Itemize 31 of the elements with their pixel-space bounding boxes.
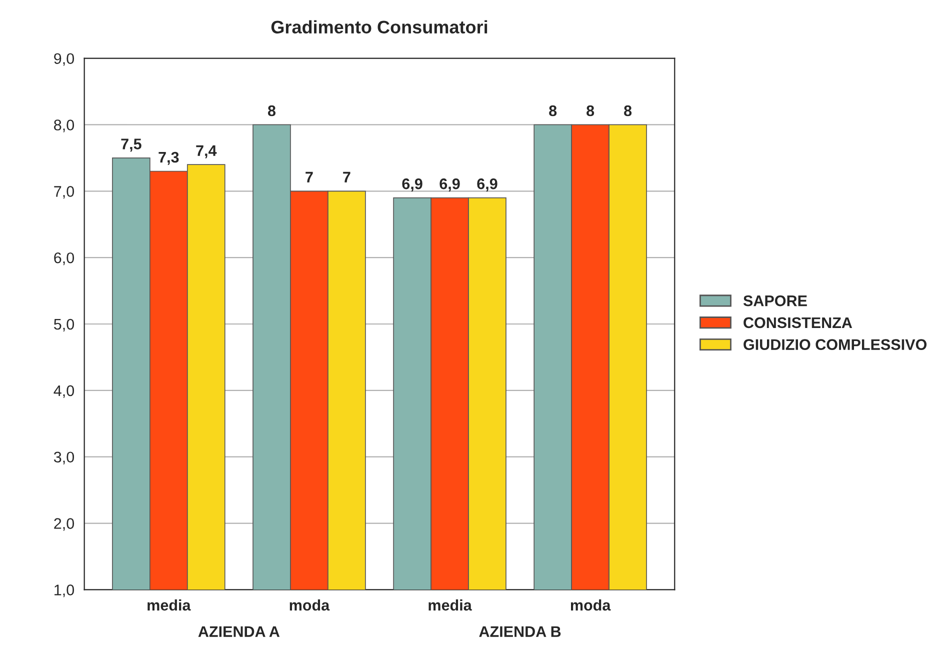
y-tick-label: 3,0	[54, 452, 74, 464]
data-label: 7	[343, 172, 350, 182]
data-label: 8	[268, 105, 276, 116]
y-tick-label: 4,0	[54, 385, 74, 398]
data-label: 7,4	[196, 145, 217, 158]
data-label: 6,9	[402, 178, 422, 192]
y-tick-label: 1,0	[54, 584, 74, 598]
legend-label: CONSISTENZA	[744, 317, 852, 328]
x-tick-label: moda	[570, 599, 611, 611]
x-tick-label: moda	[290, 599, 330, 611]
y-tick-label: 6,0	[54, 252, 74, 266]
legend-label: SAPORE	[743, 295, 807, 306]
data-label: 8	[624, 105, 632, 116]
y-tick-label: 7,0	[54, 186, 74, 199]
data-label: 7	[306, 172, 313, 182]
legend-label: GIUDIZIO COMPLESSIVO	[744, 339, 927, 350]
data-label: 7,5	[121, 138, 142, 152]
data-label: 6,9	[440, 178, 460, 192]
text: AZIENDA B	[479, 626, 561, 637]
text: AZIENDA A	[198, 626, 280, 637]
x-tick-label: media	[428, 599, 472, 611]
data-label: 8	[549, 105, 557, 116]
y-tick-label: 2,0	[54, 518, 74, 531]
y-tick-label: 9,0	[54, 53, 74, 66]
y-tick-label: 5,0	[54, 318, 74, 332]
chart-title: Gradimento Consumatori	[271, 20, 488, 34]
data-label: 8	[586, 105, 594, 116]
data-label: 6,9	[477, 178, 498, 192]
y-tick-label: 8,0	[54, 120, 74, 132]
x-tick-label: media	[148, 599, 191, 611]
data-label: 7,3	[158, 152, 179, 165]
